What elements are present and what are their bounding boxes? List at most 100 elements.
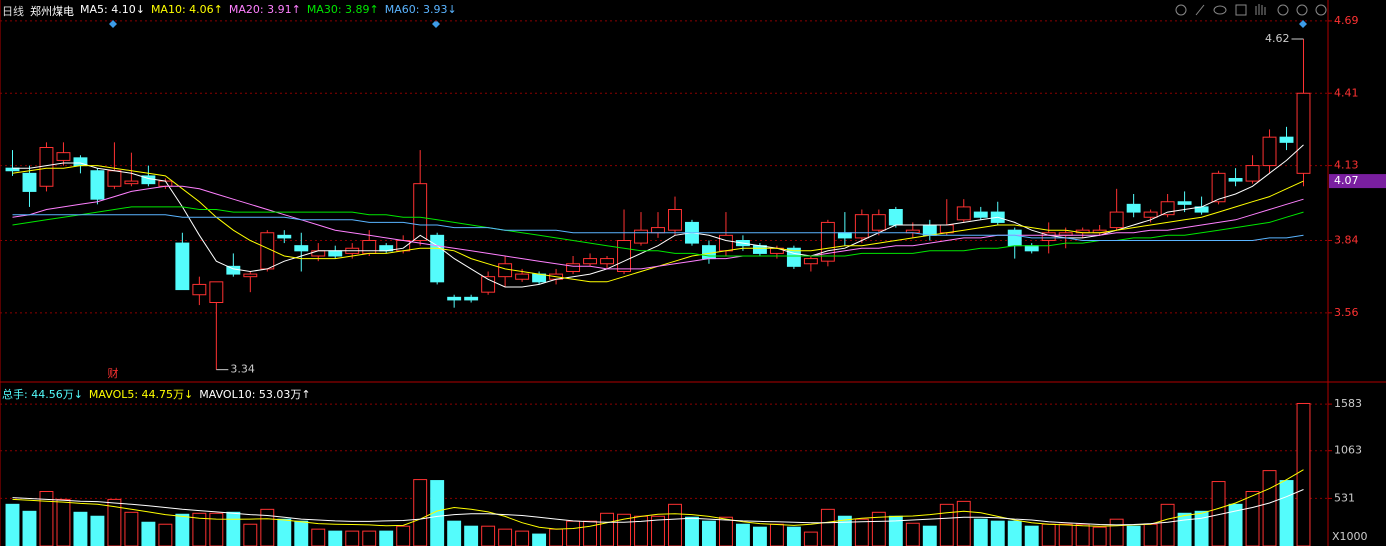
candle-body — [430, 234, 445, 283]
candle-body — [888, 209, 903, 226]
volume-bar — [668, 503, 682, 546]
volume-bar — [702, 520, 716, 546]
volume-bar — [464, 525, 479, 546]
y-tick-label: 3.84 — [1334, 234, 1359, 247]
volume-bar — [1177, 512, 1192, 546]
candle-body — [820, 221, 835, 262]
candle-body — [617, 240, 631, 272]
candle-body — [1262, 136, 1277, 167]
candle-body — [1211, 172, 1226, 203]
candle-body — [5, 167, 20, 172]
volume-bar — [328, 530, 343, 546]
volume-bar — [175, 513, 190, 546]
volume-bar — [141, 521, 156, 546]
volume-bar — [566, 520, 581, 546]
candle-body — [209, 281, 224, 304]
volume-bar — [1262, 470, 1277, 546]
candle-body — [515, 273, 530, 280]
volume-bar — [922, 525, 937, 546]
volume-bar — [311, 528, 326, 546]
y-tick-label: 4.69 — [1334, 14, 1359, 27]
candle-body — [1228, 178, 1243, 182]
volume-bar — [1058, 523, 1073, 546]
volume-bar — [532, 533, 547, 546]
volume-bar — [1126, 525, 1141, 546]
marker — [432, 20, 440, 28]
candle-body — [973, 211, 988, 218]
store-icon[interactable] — [1235, 4, 1247, 16]
volume-bar — [73, 511, 88, 546]
markers — [109, 20, 1307, 28]
hand-icon[interactable] — [1255, 4, 1266, 15]
y-tick-label: 3.56 — [1334, 306, 1359, 319]
legend-entry: MA30: 3.89↑ — [306, 3, 379, 16]
candle-body — [854, 214, 869, 239]
draw-icon[interactable] — [1195, 4, 1205, 16]
volume-bar — [294, 520, 309, 546]
volume-bar — [481, 525, 496, 546]
volume-bar — [1228, 503, 1243, 546]
volume-bar — [124, 511, 139, 546]
volume-bar — [600, 512, 614, 546]
zoom-in-icon[interactable] — [1296, 4, 1308, 16]
candle-body — [1126, 203, 1141, 213]
volume-bar — [1041, 523, 1056, 546]
view-icon[interactable] — [1213, 5, 1227, 15]
volume-bar — [1279, 480, 1294, 546]
volume-bar — [786, 526, 801, 546]
legend-entry: MA5: 4.10↓ — [80, 3, 145, 16]
legend-entry: MA20: 3.91↑ — [228, 3, 301, 16]
y-tick-label: 1583 — [1334, 397, 1362, 410]
volume-bar — [549, 528, 564, 546]
candle-body — [634, 229, 648, 244]
volume-bar — [803, 531, 818, 546]
candle-body — [124, 180, 139, 185]
volume-bar — [277, 518, 292, 546]
ma-line — [12, 469, 1304, 530]
volume-bar — [905, 522, 920, 546]
candle-body — [668, 209, 682, 231]
volume-bar — [413, 479, 428, 546]
volume-bar — [1109, 518, 1124, 546]
settings-icon[interactable] — [1175, 4, 1187, 16]
volume-header: 总手: 44.56万↓ MAVOL5: 44.75万↓ MAVOL10: 53.0… — [2, 386, 311, 402]
candle-body — [583, 258, 598, 265]
candle-body — [1024, 245, 1039, 252]
ma-line — [12, 144, 1304, 288]
volume-bar — [396, 525, 411, 546]
volume-bar — [379, 530, 394, 546]
candle-body — [277, 234, 292, 239]
volume-bar — [5, 503, 20, 546]
volume-bar — [345, 530, 360, 546]
candle-body — [498, 263, 513, 278]
unit-label: X1000 — [1332, 530, 1368, 543]
candle-body — [328, 250, 343, 257]
volume-bar — [939, 503, 954, 546]
volume-bar — [22, 510, 37, 546]
reset-icon[interactable] — [1277, 4, 1289, 16]
candle-body — [447, 296, 462, 301]
candle-body — [871, 214, 886, 231]
volume-bar — [1092, 526, 1107, 546]
last-price: 4.07 — [1334, 174, 1359, 187]
y-tick-label: 4.41 — [1334, 86, 1359, 99]
candle-body — [803, 258, 818, 265]
candle-body — [837, 232, 852, 239]
candle-body — [22, 172, 37, 192]
marker — [109, 20, 117, 28]
annotation: 3.34 — [230, 363, 255, 376]
legend-entry: MAVOL10: 53.03万↑ — [199, 388, 311, 401]
volume-bar — [956, 500, 971, 546]
candle-body — [702, 245, 716, 260]
zoom-out-icon[interactable] — [1315, 4, 1327, 16]
volume-bar — [735, 523, 750, 546]
candle-body — [1160, 201, 1175, 216]
volume-label: 总手: 44.56万↓ — [2, 388, 83, 401]
candle-body — [1177, 201, 1192, 205]
volume-bar — [854, 518, 869, 546]
stock-name: 郑州煤电 — [30, 5, 74, 18]
volume-bar — [990, 520, 1005, 546]
legend-entry: MA60: 3.93↓ — [384, 3, 457, 16]
candle-body — [922, 224, 937, 236]
